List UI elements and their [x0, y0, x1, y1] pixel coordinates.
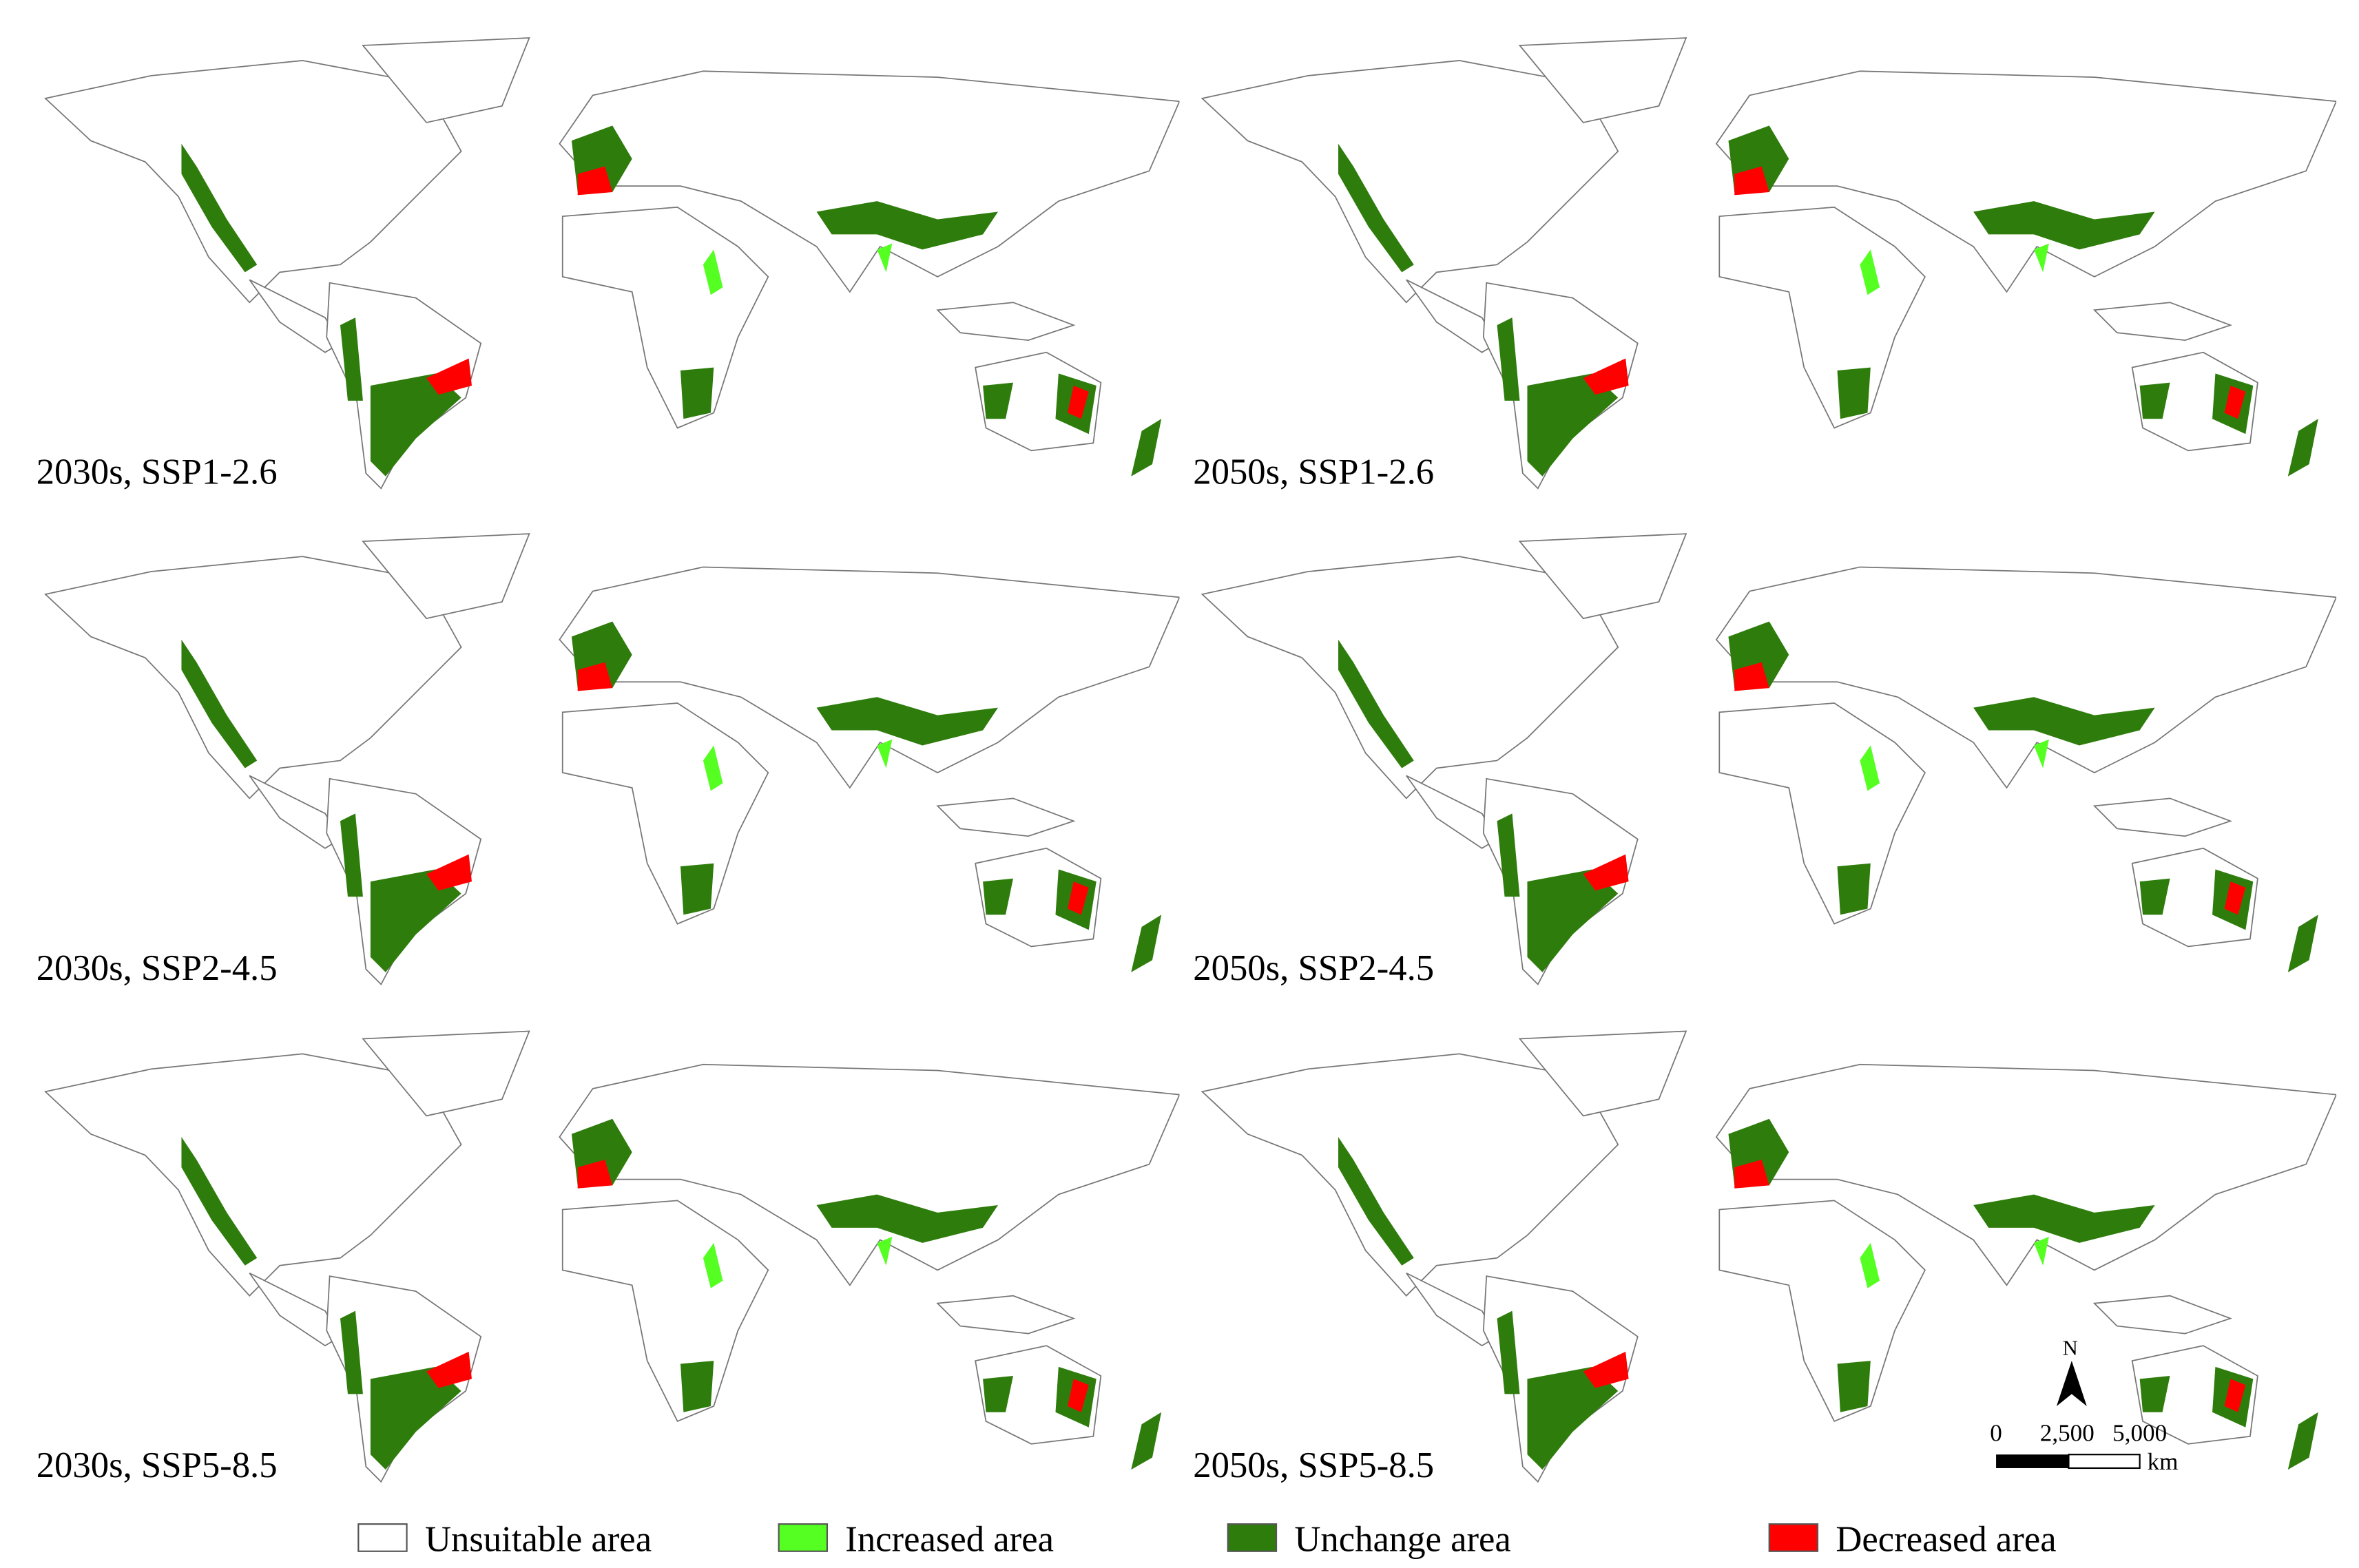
panel-label: 2030s, SSP5-8.5 [37, 1445, 278, 1485]
legend-label: Unsuitable area [425, 1520, 652, 1560]
panel-label: 2030s, SSP1-2.6 [37, 452, 278, 492]
panel-label: 2050s, SSP1-2.6 [1193, 452, 1434, 492]
legend-swatch [357, 1523, 408, 1552]
scale-unit: km [2148, 1448, 2179, 1475]
scale-bar-white [2068, 1454, 2141, 1470]
map-panel [44, 1030, 1180, 1483]
scale-label: 2,500 [2040, 1419, 2095, 1446]
scale-label: 0 [1990, 1419, 2002, 1446]
legend-label: Unchange area [1294, 1520, 1510, 1560]
legend-swatch [1768, 1523, 1819, 1552]
map-panel [1201, 1030, 2337, 1483]
panel-label: 2050s, SSP5-8.5 [1193, 1445, 1434, 1485]
panel-label: 2030s, SSP2-4.5 [37, 948, 278, 988]
north-arrow [2056, 1361, 2087, 1406]
scale-bar-black [1996, 1454, 2069, 1468]
legend-label: Increased area [845, 1520, 1054, 1560]
legend-swatch [778, 1523, 829, 1552]
map-panel [44, 533, 1180, 985]
map-panel [1201, 36, 2337, 490]
legend-swatch [1227, 1523, 1278, 1552]
map-panel [1201, 533, 2337, 985]
scale-label: 5,000 [2112, 1419, 2167, 1446]
legend-label: Decreased area [1836, 1520, 2056, 1560]
map-panel [44, 36, 1180, 490]
north-label: N [2063, 1336, 2078, 1359]
panel-label: 2050s, SSP2-4.5 [1193, 948, 1434, 988]
